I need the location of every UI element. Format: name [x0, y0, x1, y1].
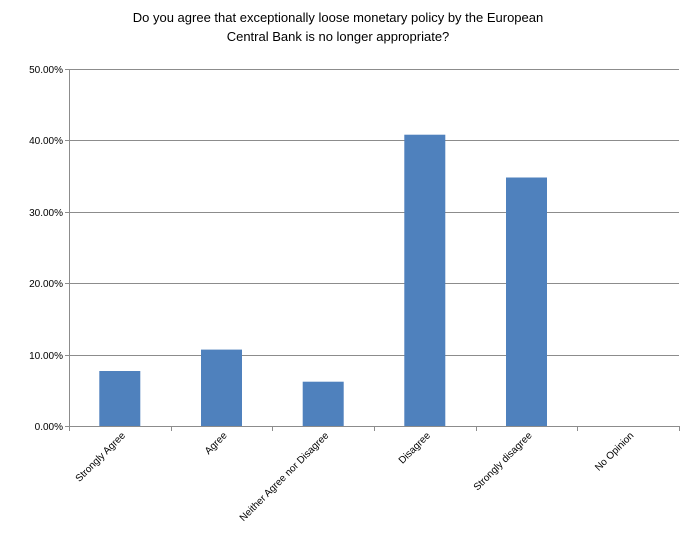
y-axis: 0.00% 10.00% 20.00% 30.00% 40.00% 50.00%	[29, 65, 70, 433]
y-tick-label: 30.00%	[29, 208, 63, 219]
chart-title-line-1: Do you agree that exceptionally loose mo…	[133, 10, 543, 25]
y-tick-label: 50.00%	[29, 65, 63, 76]
bar	[302, 381, 344, 426]
bar	[404, 134, 446, 426]
bar	[201, 349, 242, 426]
x-category-label: Strongly disagree	[472, 430, 535, 493]
bar	[99, 371, 141, 426]
x-axis: Strongly Agree Agree Neither Agree nor Dis…	[69, 426, 680, 524]
x-category-label: No Opinion	[593, 430, 636, 473]
x-category-label: Disagree	[397, 430, 433, 466]
y-tick-label: 40.00%	[29, 136, 63, 147]
x-category-label: Strongly Agree	[74, 430, 128, 484]
chart-title-line-2: Central Bank is no longer appropriate?	[227, 29, 450, 44]
y-tick-label: 0.00%	[35, 422, 63, 433]
gridlines	[69, 69, 679, 356]
y-tick-label: 20.00%	[29, 279, 63, 290]
bars	[99, 134, 547, 426]
x-category-label: Agree	[203, 430, 230, 457]
y-tick-label: 10.00%	[29, 351, 63, 362]
x-category-label: Neither Agree nor Disagree	[238, 430, 332, 524]
chart-title: Do you agree that exceptionally loose mo…	[133, 10, 543, 44]
bar	[506, 177, 547, 426]
